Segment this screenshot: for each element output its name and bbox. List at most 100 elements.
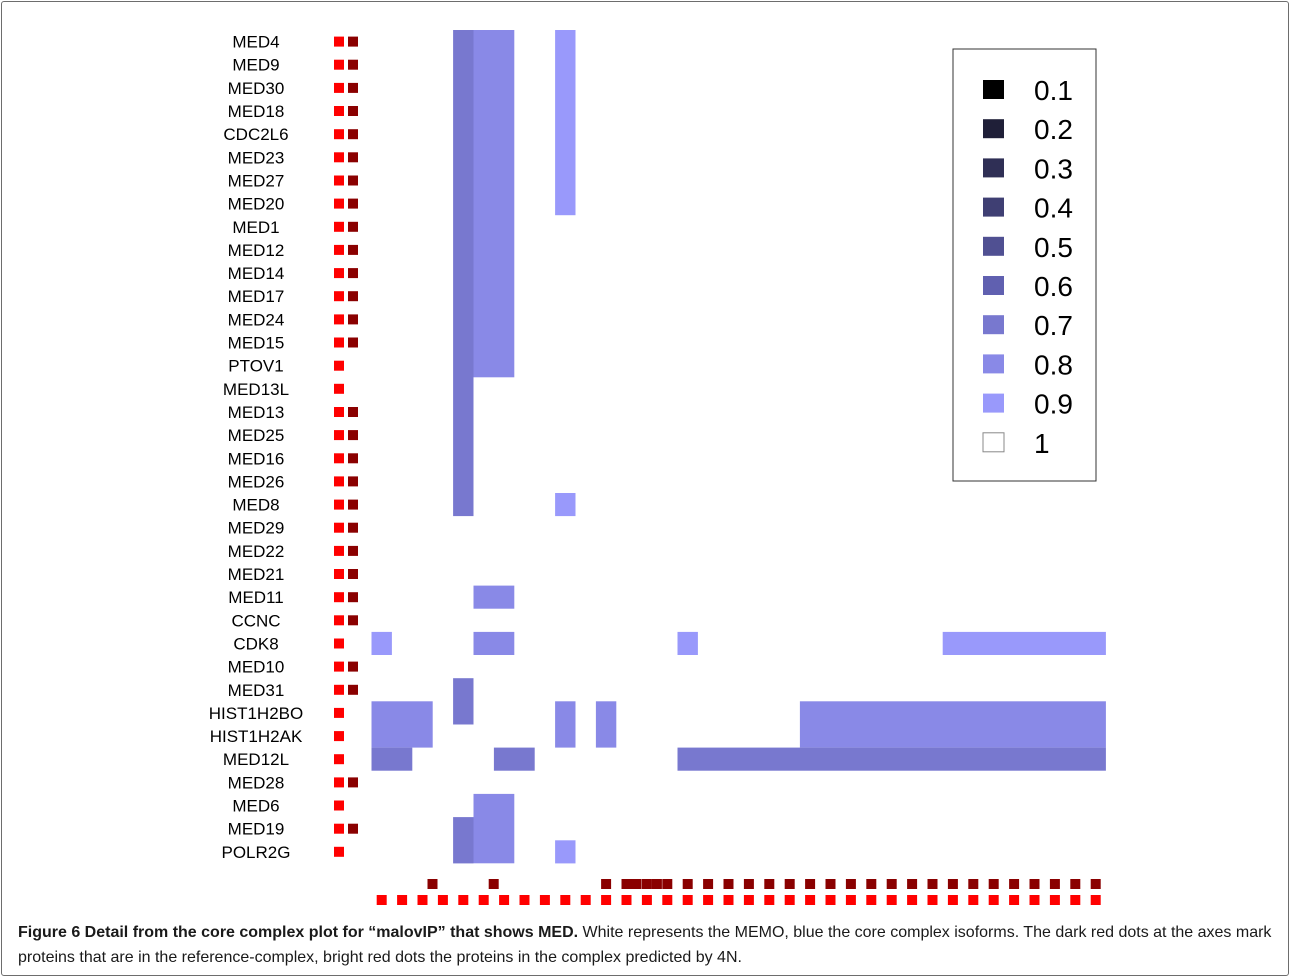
predicted-dot bbox=[334, 731, 344, 742]
predicted-dot bbox=[1070, 895, 1081, 905]
predicted-dot bbox=[334, 499, 344, 510]
row-label: MED25 bbox=[228, 426, 285, 445]
predicted-dot bbox=[417, 895, 428, 905]
predicted-dot bbox=[334, 522, 344, 533]
predicted-dot bbox=[334, 129, 344, 140]
legend-label: 0.2 bbox=[1034, 114, 1073, 145]
reference-dot bbox=[723, 879, 734, 889]
predicted-dot bbox=[334, 106, 344, 116]
reference-dot bbox=[348, 152, 358, 163]
predicted-dot bbox=[703, 895, 714, 905]
predicted-dot bbox=[539, 895, 550, 905]
predicted-dot bbox=[927, 895, 938, 905]
reference-dot bbox=[947, 879, 958, 889]
reference-dot bbox=[348, 106, 358, 116]
legend-box bbox=[952, 48, 1097, 482]
heatmap-cell bbox=[371, 747, 413, 771]
reference-dot bbox=[348, 129, 358, 140]
reference-dot bbox=[682, 879, 693, 889]
figure-caption: Figure 6 Detail from the core complex pl… bbox=[18, 920, 1274, 970]
row-label: MED28 bbox=[228, 773, 285, 792]
row-label: CDC2L6 bbox=[223, 125, 288, 144]
predicted-dot bbox=[437, 895, 448, 905]
reference-dot bbox=[348, 291, 358, 302]
reference-dot bbox=[348, 522, 358, 533]
reference-dot bbox=[348, 592, 358, 603]
reference-dot bbox=[348, 823, 358, 834]
legend-swatch bbox=[983, 354, 1004, 374]
reference-dot bbox=[348, 407, 358, 417]
predicted-dot bbox=[334, 615, 344, 626]
predicted-dot bbox=[334, 82, 344, 93]
predicted-dot bbox=[947, 895, 958, 905]
heatmap-cell bbox=[473, 793, 515, 864]
predicted-dot bbox=[334, 175, 344, 186]
predicted-dot bbox=[334, 36, 344, 47]
reference-dot bbox=[621, 879, 632, 889]
heatmap-cell bbox=[942, 631, 1106, 655]
reference-dot bbox=[348, 59, 358, 70]
row-label: MED19 bbox=[228, 820, 285, 839]
reference-dot bbox=[348, 82, 358, 93]
predicted-dot bbox=[519, 895, 530, 905]
reference-dot bbox=[348, 221, 358, 232]
legend-label: 0.1 bbox=[1034, 75, 1073, 106]
row-label: MED8 bbox=[232, 496, 279, 515]
heatmap-cell bbox=[677, 631, 698, 655]
row-label: CCNC bbox=[231, 611, 280, 630]
legend-label: 0.3 bbox=[1034, 153, 1073, 184]
reference-dot bbox=[348, 615, 358, 626]
reference-dot bbox=[348, 337, 358, 348]
legend-label: 0.7 bbox=[1034, 310, 1073, 341]
reference-dot bbox=[348, 569, 358, 579]
reference-dot bbox=[907, 879, 918, 889]
caption-title: Figure 6 Detail from the core complex pl… bbox=[18, 924, 579, 941]
heatmap-cell bbox=[555, 493, 576, 517]
reference-dot bbox=[348, 244, 358, 255]
heatmap-cell bbox=[371, 631, 392, 655]
reference-dot bbox=[866, 879, 877, 889]
reference-dot bbox=[348, 684, 358, 695]
row-label: MED20 bbox=[228, 195, 285, 214]
row-label: MED30 bbox=[228, 79, 285, 98]
legend-label: 0.6 bbox=[1034, 271, 1073, 302]
predicted-dot bbox=[641, 895, 652, 905]
legend-label: 1 bbox=[1034, 428, 1050, 459]
row-label: MED11 bbox=[228, 588, 283, 607]
reference-dot bbox=[348, 499, 358, 510]
predicted-dot bbox=[784, 895, 795, 905]
predicted-dot bbox=[334, 430, 344, 441]
reference-dot bbox=[968, 879, 979, 889]
row-label: MED16 bbox=[228, 449, 285, 468]
predicted-dot bbox=[334, 407, 344, 417]
heatmap-cell bbox=[555, 701, 576, 748]
reference-dot bbox=[1070, 879, 1081, 889]
reference-dot bbox=[805, 879, 816, 889]
row-label: MED15 bbox=[228, 334, 285, 353]
legend-label: 0.9 bbox=[1034, 389, 1073, 420]
reference-dot bbox=[662, 879, 673, 889]
predicted-dot bbox=[334, 569, 344, 579]
predicted-dot bbox=[334, 661, 344, 672]
reference-dot bbox=[1029, 879, 1040, 889]
predicted-dot bbox=[334, 707, 344, 718]
predicted-dot bbox=[886, 895, 897, 905]
predicted-dot bbox=[560, 895, 571, 905]
predicted-dot bbox=[621, 895, 632, 905]
reference-dot bbox=[743, 879, 754, 889]
row-label: MED9 bbox=[232, 56, 279, 75]
predicted-dot bbox=[334, 476, 344, 487]
row-label: PTOV1 bbox=[228, 357, 283, 376]
predicted-dot bbox=[1009, 895, 1020, 905]
reference-dot bbox=[703, 879, 714, 889]
legend-label: 0.5 bbox=[1034, 232, 1073, 263]
reference-dot bbox=[845, 879, 856, 889]
legend-swatch bbox=[983, 80, 1004, 99]
predicted-dot bbox=[334, 360, 344, 371]
predicted-dot bbox=[397, 895, 408, 905]
heatmap-cell bbox=[595, 701, 617, 748]
predicted-dot bbox=[907, 895, 918, 905]
predicted-dot bbox=[601, 895, 612, 905]
row-label: MED18 bbox=[228, 102, 285, 121]
reference-dot bbox=[348, 545, 358, 556]
